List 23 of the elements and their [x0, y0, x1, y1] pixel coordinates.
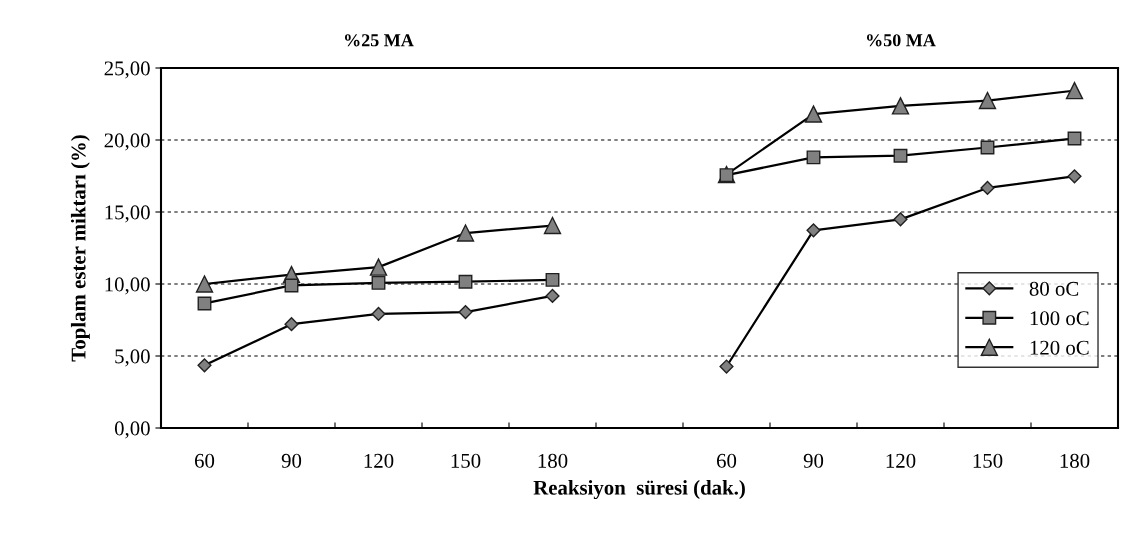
text: %25 MA: [345, 34, 414, 47]
legend-label: 120 oC: [1030, 340, 1089, 355]
y-tick-label: 0,00: [114, 421, 150, 439]
x-tick-label: 150: [973, 453, 1003, 468]
x-tick-label: 120: [364, 453, 394, 468]
x-tick-label: 180: [1060, 453, 1090, 468]
legend-label: 100 oC: [1030, 311, 1089, 326]
x-tick-label: 90: [803, 453, 824, 468]
x-tick-label: 120: [886, 453, 916, 468]
y-tick-label: 10,00: [105, 277, 150, 295]
x-tick-label: 150: [451, 453, 481, 468]
text: %50 MA: [867, 34, 936, 47]
x-tick-label: 90: [281, 453, 302, 468]
y-tick-label: 20,00: [104, 133, 150, 151]
x-tick-label: 180: [538, 453, 568, 468]
y-tick-label: 5,00: [115, 349, 150, 367]
y-tick-label: 15,00: [105, 205, 150, 223]
y-axis-title: Toplam ester miktarı (%): [70, 135, 90, 362]
x-axis-title: Reaksiyon süresi (dak.): [533, 480, 745, 500]
x-tick-label: 60: [194, 453, 215, 468]
legend-label: 80 oC: [1029, 281, 1079, 296]
x-tick-label: 60: [716, 453, 737, 468]
y-tick-label: 25,00: [104, 61, 150, 79]
